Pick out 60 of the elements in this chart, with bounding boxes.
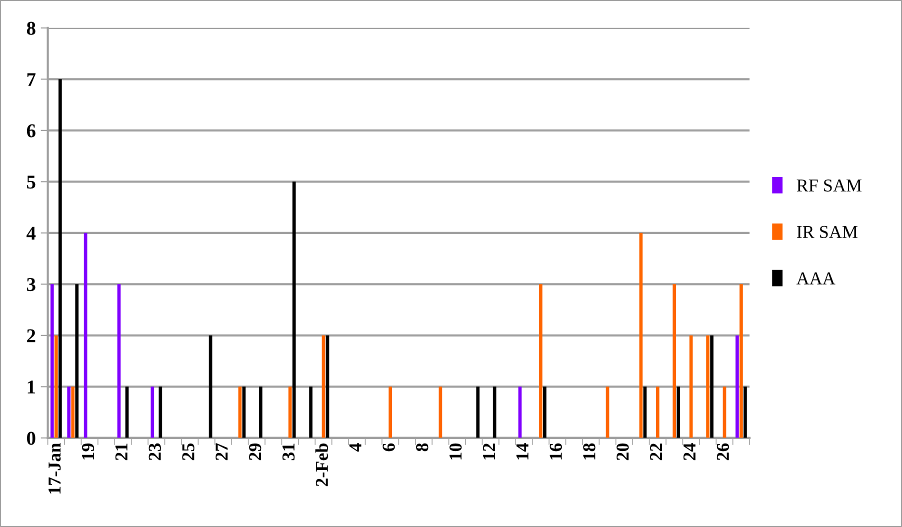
x-tick-label: 19 — [82, 443, 94, 460]
x-tick-label: 14 — [516, 443, 528, 460]
y-tick-label: 5 — [27, 176, 36, 189]
bar — [150, 386, 154, 438]
bar — [71, 386, 75, 438]
bar — [117, 284, 121, 438]
x-tick-label: 27 — [216, 443, 228, 460]
y-tick-label: 1 — [28, 380, 35, 394]
bar — [710, 335, 714, 438]
x-tick-label: 17-Jan — [48, 443, 61, 494]
bar — [706, 335, 710, 438]
x-tick-label: 21 — [115, 444, 128, 460]
x-tick-label: 26 — [716, 443, 730, 460]
x-tick-label: 8 — [416, 443, 428, 452]
y-tick-label: 3 — [27, 278, 36, 292]
x-tick-label: 22 — [650, 444, 662, 460]
bar — [54, 335, 58, 438]
bar — [388, 386, 392, 438]
x-tick-label: 18 — [583, 443, 596, 460]
legend-label: AAA — [796, 272, 836, 284]
bar — [672, 284, 676, 438]
bar — [744, 386, 747, 438]
x-tick-label: 6 — [382, 443, 395, 452]
bar — [740, 284, 743, 438]
bar — [736, 335, 739, 438]
bar — [676, 386, 680, 438]
bar — [639, 232, 643, 438]
bar — [292, 182, 296, 438]
x-tick-label: 12 — [482, 444, 495, 460]
y-tick-label: 8 — [26, 22, 36, 35]
bar — [476, 386, 480, 438]
x-tick-label: 23 — [148, 443, 161, 460]
x-tick-label: 4 — [349, 443, 362, 452]
bar — [492, 386, 496, 438]
legend-label: RF SAM — [796, 179, 862, 192]
bar — [656, 386, 660, 438]
y-tick-label: 4 — [26, 226, 36, 240]
bar — [58, 79, 62, 438]
bar — [67, 386, 71, 438]
bar — [50, 284, 54, 438]
bar — [543, 386, 546, 438]
bar — [75, 284, 79, 438]
x-tick-label: 2-Feb — [315, 444, 328, 486]
x-tick-label: 16 — [550, 443, 562, 460]
bar — [309, 386, 312, 438]
x-tick-label: 10 — [450, 443, 462, 460]
x-tick-label: 31 — [282, 444, 295, 460]
x-tick-label: 20 — [616, 443, 629, 460]
y-tick-label: 0 — [27, 432, 36, 445]
x-tick-label: 24 — [683, 443, 696, 460]
x-tick-label: 25 — [182, 443, 194, 460]
bar — [84, 232, 88, 438]
y-tick-label: 7 — [27, 73, 36, 86]
bar — [259, 386, 262, 438]
y-tick-label: 6 — [26, 124, 36, 138]
bar — [689, 335, 693, 438]
x-tick-label: 29 — [249, 443, 262, 460]
y-tick-label: 2 — [27, 329, 36, 342]
bar — [539, 284, 542, 438]
legend-label: IR SAM — [796, 226, 858, 238]
